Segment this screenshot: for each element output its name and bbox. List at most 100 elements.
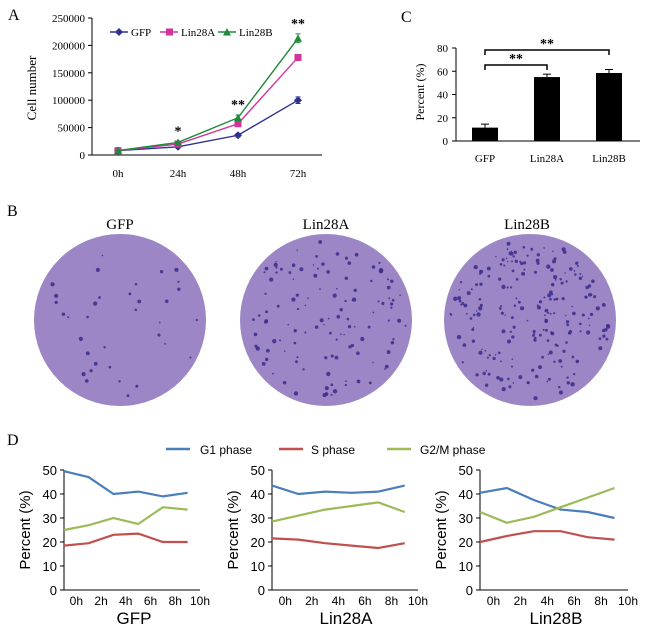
colony-dot: [486, 266, 491, 271]
colony-dot: [261, 362, 266, 366]
y-tick-label-250000: 250000: [52, 13, 86, 25]
colony-dot: [601, 302, 606, 307]
colony-dot: [547, 311, 550, 314]
colony-dot: [501, 329, 506, 334]
panel-a-line-chart: Cell number 0 50000 100000 150000 200000 2500…: [24, 13, 322, 180]
colony-dot: [118, 380, 121, 383]
series-line-g2-m-phase: [63, 506, 188, 532]
legend-marker-lin28a: [166, 28, 173, 36]
colony-dot: [126, 394, 130, 398]
colony-dot: [466, 312, 468, 315]
colony-dot: [135, 384, 139, 388]
colony-dot: [266, 348, 270, 353]
colony-dot: [487, 274, 491, 278]
colony-dot: [469, 317, 473, 320]
significance-mark-lin28a: **: [509, 52, 523, 67]
colony-dot: [479, 273, 481, 275]
colony-dot: [275, 271, 278, 274]
colony-dot: [158, 321, 161, 324]
colony-dot: [538, 300, 543, 304]
colony-dot: [292, 278, 295, 280]
colony-dot: [344, 383, 348, 387]
colony-dot: [537, 365, 543, 370]
colony-dot: [343, 333, 345, 336]
colony-dot: [272, 339, 277, 344]
colony-dot: [501, 387, 506, 392]
colony-dot: [387, 278, 389, 281]
colony-dot: [279, 267, 283, 271]
colony-dot: [533, 336, 537, 340]
colony-dot: [461, 361, 464, 364]
x-tick-label-0h: 0h: [487, 594, 500, 608]
plate-gfp: [34, 234, 206, 406]
colony-dot: [506, 286, 509, 289]
x-tick-label-8h: 8h: [169, 594, 182, 608]
colony-dot: [327, 317, 330, 320]
colony-dot: [254, 344, 258, 348]
colony-dot: [499, 262, 503, 266]
colony-dot: [372, 361, 374, 364]
plate-lin28a: [240, 234, 412, 406]
y-tick-label-0: 0: [443, 136, 449, 148]
colony-dot: [368, 381, 372, 385]
colony-dot: [578, 322, 582, 326]
colony-dot: [378, 261, 381, 265]
colony-dot: [501, 258, 505, 262]
y-tick-label-30: 30: [459, 511, 473, 526]
colony-dot: [526, 381, 530, 384]
y-tick-label-40: 40: [459, 487, 473, 502]
colony-dot: [548, 350, 553, 355]
colony-dot: [296, 356, 299, 359]
colony-dot: [537, 305, 541, 310]
colony-dot: [336, 287, 338, 290]
colony-dot: [589, 312, 594, 317]
colony-dot: [564, 272, 566, 274]
colony-dot: [460, 303, 463, 306]
colony-dot: [476, 312, 481, 317]
colony-dot: [479, 282, 483, 286]
colony-dot: [598, 337, 602, 341]
colony-dot: [482, 371, 486, 376]
colony-dot: [478, 306, 483, 311]
data-point-lin28b: [294, 34, 302, 42]
legend-item-lin28b: Lin28B: [218, 27, 273, 39]
colony-dot: [576, 264, 579, 268]
legend-item-s: S phase: [279, 443, 355, 457]
colony-dot: [134, 282, 138, 286]
y-tick-label-0: 0: [466, 583, 473, 598]
colony-dot: [54, 300, 58, 305]
colony-dot: [567, 331, 571, 335]
colony-dot: [498, 351, 501, 355]
colony-dot: [304, 331, 307, 334]
cell-cycle-chart-gfp: 0 10 20 30 40 50 0h 2h 4h 6h 8h 10h Percent (%) GFP: [17, 463, 210, 628]
colony-dot: [547, 293, 552, 298]
panel-a-legend: GFP Lin28A Lin28B: [110, 27, 273, 39]
colony-dot: [512, 255, 515, 258]
colony-dot: [501, 284, 506, 290]
colony-dot: [159, 270, 164, 274]
data-point-lin28b: [174, 138, 182, 146]
y-tick-label-40: 40: [43, 487, 57, 502]
colony-dot: [291, 263, 296, 267]
colony-dot: [588, 324, 591, 327]
colony-dot: [586, 330, 591, 335]
colony-dot: [288, 271, 292, 274]
series-gfp: [114, 96, 302, 155]
colony-dot: [538, 333, 542, 337]
colony-dot: [505, 257, 508, 260]
colony-dot: [552, 259, 556, 264]
colony-dot: [319, 288, 321, 290]
colony-dot: [510, 316, 514, 320]
ylabel: Percent (%): [17, 490, 34, 569]
legend-marker-gfp: [115, 28, 123, 36]
panel-d-legend: G1 phase S phase G2/M phase: [166, 443, 486, 457]
colony-dot: [598, 346, 603, 351]
colony-dot: [602, 334, 606, 338]
colony-dot: [347, 261, 352, 265]
colony-dot: [78, 336, 84, 342]
y-tick-label-20: 20: [437, 113, 449, 125]
colony-dot: [466, 291, 471, 296]
x-tick-label-0h: 0h: [113, 168, 125, 180]
colony-dot: [89, 369, 93, 373]
colony-dot: [500, 360, 502, 363]
